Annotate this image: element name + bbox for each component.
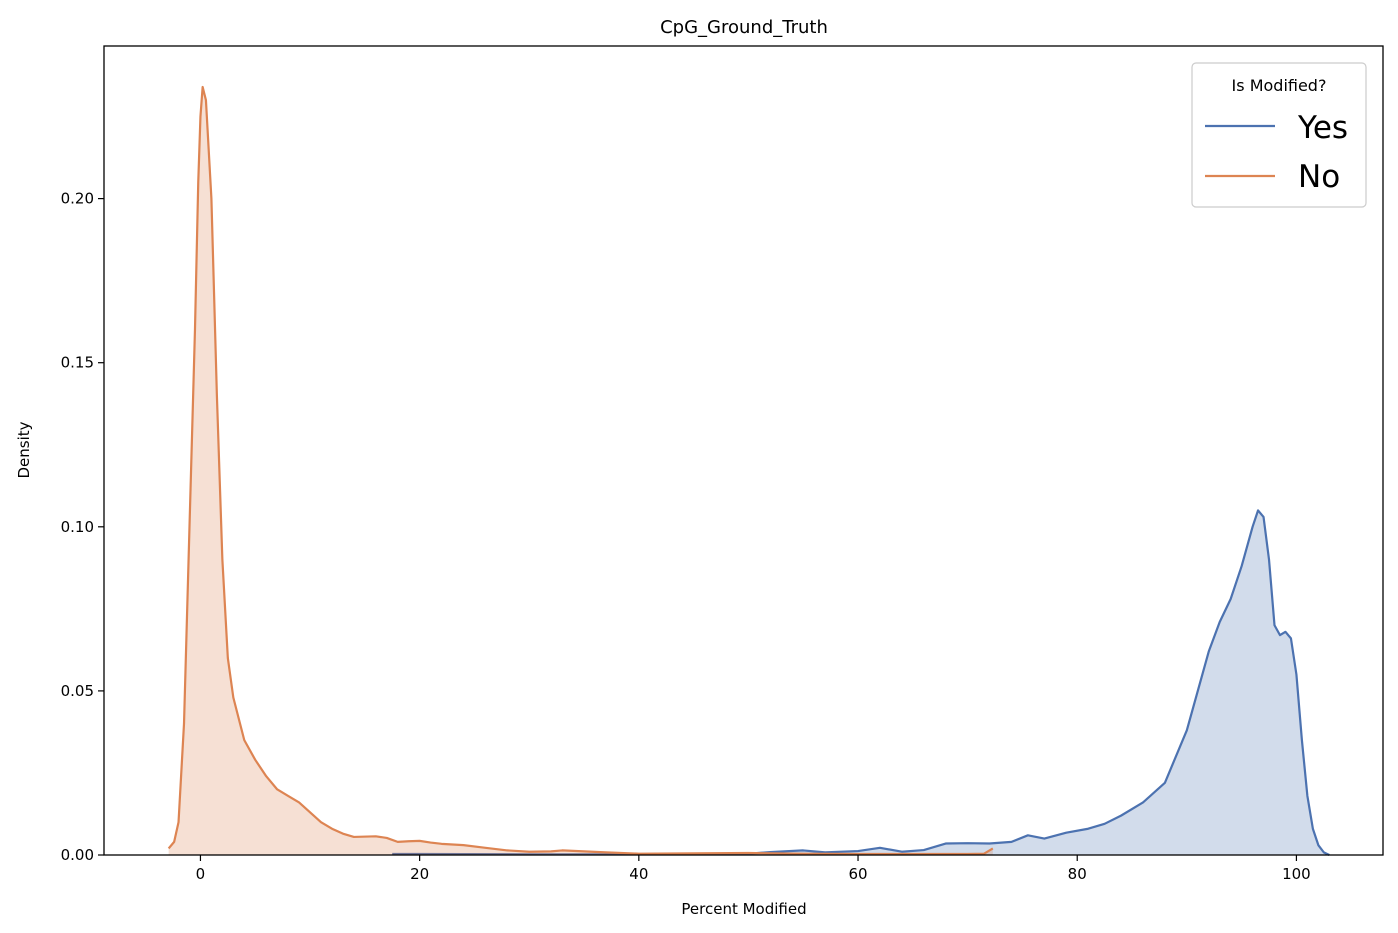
x-tick-label: 80 (1068, 865, 1087, 883)
x-axis: 0 20 40 60 80 100 (196, 855, 1311, 883)
y-axis: 0.00 0.05 0.10 0.15 0.20 (61, 190, 104, 864)
y-tick-label: 0.15 (61, 354, 94, 372)
x-tick-label: 0 (196, 865, 206, 883)
chart-title: CpG_Ground_Truth (660, 17, 828, 38)
density-area-no (168, 87, 993, 855)
x-tick-label: 60 (848, 865, 867, 883)
legend-title: Is Modified? (1232, 76, 1327, 95)
y-tick-label: 0.05 (61, 682, 94, 700)
x-axis-label: Percent Modified (681, 900, 806, 918)
density-area-yes (392, 510, 1330, 855)
density-line-no (167, 85, 994, 856)
legend-label-no: No (1298, 159, 1340, 195)
legend: Is Modified? Yes No (1191, 62, 1367, 208)
y-tick-label: 0.00 (61, 846, 94, 864)
legend-box (1191, 62, 1367, 208)
series-layer (167, 85, 1330, 856)
legend-label-yes: Yes (1297, 110, 1348, 146)
y-axis-label: Density (15, 421, 33, 478)
plot-frame (103, 45, 1384, 856)
x-tick-label: 20 (410, 865, 429, 883)
y-tick-label: 0.20 (61, 190, 94, 208)
density-line-yes (392, 509, 1330, 856)
x-tick-label: 40 (629, 865, 648, 883)
x-tick-label: 100 (1282, 865, 1311, 883)
y-tick-label: 0.10 (61, 518, 94, 536)
